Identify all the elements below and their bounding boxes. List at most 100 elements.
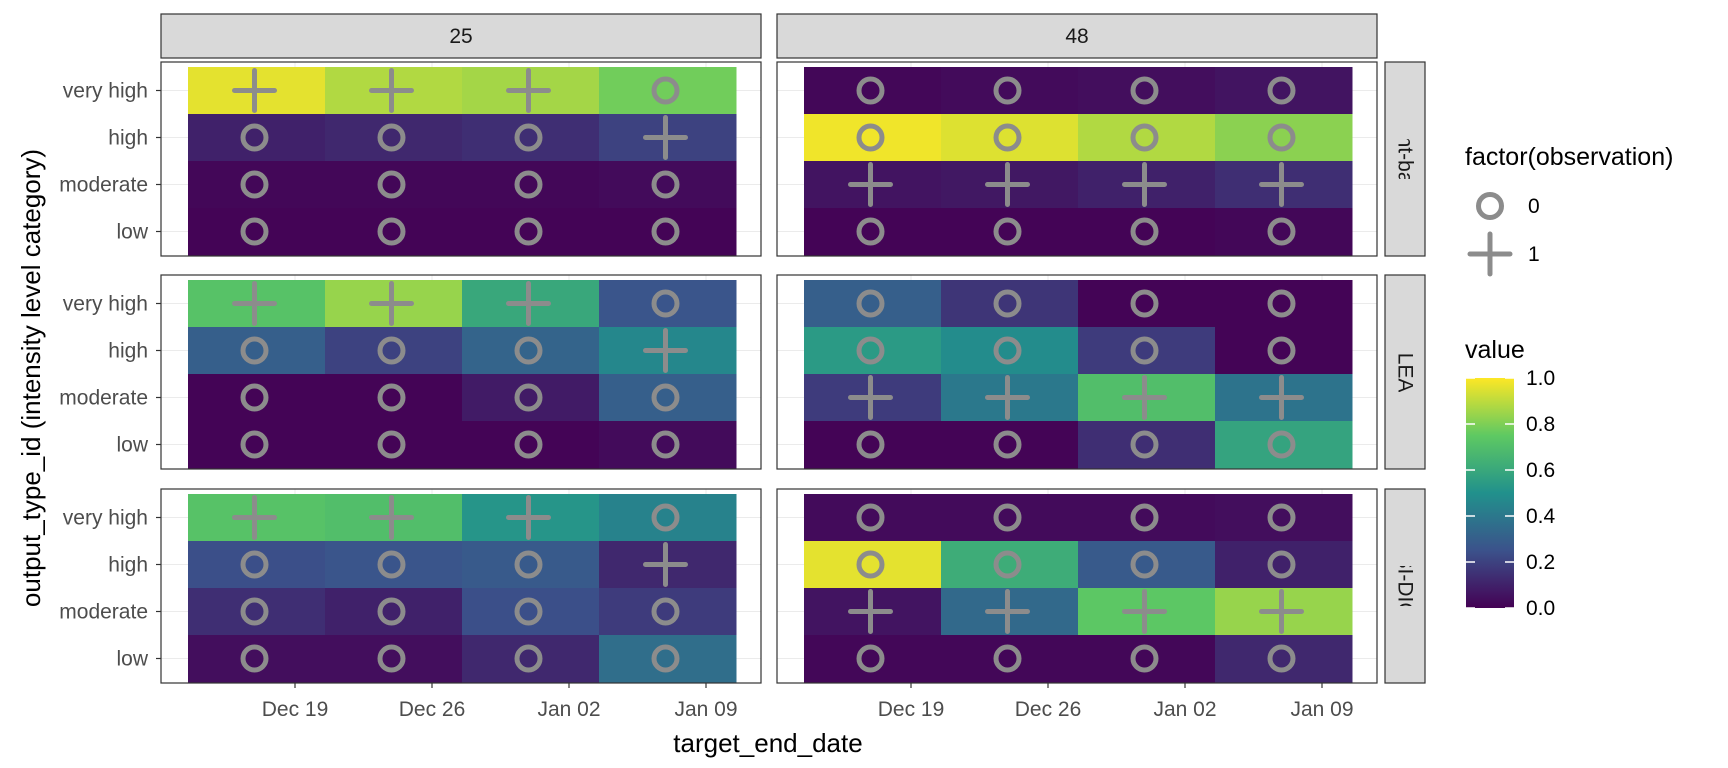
heatmap-cell (941, 635, 1079, 683)
circle-marker (856, 550, 885, 579)
heatmap-cell (1078, 114, 1216, 162)
heatmap-cell (1215, 114, 1353, 162)
circle-marker (856, 289, 885, 318)
panel-PSI-DICE-48: Dec 19 Dec 26 Jan 02 Jan 09 (776, 488, 1378, 721)
circle-marker (240, 123, 269, 152)
x-axis-title: target_end_date (673, 728, 862, 758)
colorbar-label: 1.0 (1526, 367, 1555, 390)
circle-marker (377, 123, 406, 152)
circle-marker (377, 597, 406, 626)
heatmap-cell (188, 541, 326, 589)
heatmap-cell (804, 280, 942, 328)
circle-marker (1130, 217, 1159, 246)
circle-marker (651, 383, 680, 412)
legend-label: 0 (1528, 195, 1540, 218)
heatmap-cell (804, 327, 942, 375)
heatmap-cell (599, 635, 737, 683)
circle-marker (1130, 430, 1159, 459)
plus-marker (985, 375, 1030, 420)
x-tick-label: Jan 02 (537, 698, 600, 721)
circle-marker (993, 430, 1022, 459)
plus-marker (232, 495, 277, 540)
circle-marker (1267, 217, 1296, 246)
heatmap-cell (941, 67, 1079, 115)
circle-marker (240, 336, 269, 365)
plus-marker (848, 375, 893, 420)
panel-border (160, 61, 762, 257)
circle-marker (377, 430, 406, 459)
panel-border (776, 274, 1378, 470)
circle-marker (514, 550, 543, 579)
circle-marker (377, 170, 406, 199)
circle-marker (1130, 550, 1159, 579)
circle-marker (856, 430, 885, 459)
circle-marker (993, 550, 1022, 579)
heatmap-cell (941, 208, 1079, 256)
heatmap-cell (188, 161, 326, 209)
x-tick-label: Dec 19 (262, 698, 329, 721)
heatmap-cell (1215, 494, 1353, 542)
x-tick-label: Dec 26 (1015, 698, 1082, 721)
strip-label: Flusight-baseline (1394, 80, 1417, 239)
heatmap-cell (941, 327, 1079, 375)
heatmap-cell (462, 588, 600, 636)
colorbar-label: 0.8 (1526, 413, 1555, 436)
circle-marker (1130, 76, 1159, 105)
heatmap-cell (188, 114, 326, 162)
strip-label: 25 (449, 25, 472, 48)
panel-border (160, 274, 762, 470)
circle-marker (377, 644, 406, 673)
heatmap-cell (325, 588, 463, 636)
circle-marker (651, 76, 680, 105)
heatmap-cell (1215, 635, 1353, 683)
circle-marker (651, 597, 680, 626)
heatmap-cell (1078, 327, 1216, 375)
circle-marker (377, 550, 406, 579)
panel-border (776, 488, 1378, 684)
circle-marker (1267, 503, 1296, 532)
y-tick-label: low (116, 221, 148, 244)
circle-marker (1267, 644, 1296, 673)
circle-marker (1130, 336, 1159, 365)
plus-marker (369, 68, 414, 113)
heatmap-cell (325, 208, 463, 256)
heatmap-cell (188, 421, 326, 469)
heatmap-cell (941, 494, 1079, 542)
heatmap-cell (1215, 208, 1353, 256)
plus-marker (1122, 589, 1167, 634)
circle-marker (514, 430, 543, 459)
heatmap-cell (1078, 541, 1216, 589)
legend-label: 1 (1528, 243, 1540, 266)
plus-marker (643, 328, 688, 373)
strip-bg (776, 13, 1378, 59)
circle-marker (1267, 289, 1296, 318)
circle-marker (1130, 644, 1159, 673)
circle-marker (856, 217, 885, 246)
y-tick-label: high (108, 554, 148, 577)
circle-marker (514, 383, 543, 412)
circle-marker (856, 123, 885, 152)
circle-marker (856, 336, 885, 365)
circle-marker (1130, 503, 1159, 532)
plus-marker (1259, 162, 1304, 207)
x-tick-label: Jan 09 (674, 698, 737, 721)
circle-marker (993, 289, 1022, 318)
panel-border (776, 61, 1378, 257)
circle-marker (651, 170, 680, 199)
heatmap-cell (599, 421, 737, 469)
strip-bg (1384, 488, 1426, 684)
heatmap-cell (325, 635, 463, 683)
heatmap-cell (188, 327, 326, 375)
x-tick-label: Jan 09 (1290, 698, 1353, 721)
panel-PSI-DICE-25: very high high moderate low Dec 19 Dec 26 Jan … (59, 488, 762, 721)
facet-strip-row-1: MOBS-GLEAM_FLUH (1384, 274, 1426, 470)
heatmap-cell (1215, 327, 1353, 375)
colorbar-label: 0.6 (1526, 459, 1555, 482)
circle-marker (651, 644, 680, 673)
circle-marker (377, 336, 406, 365)
x-tick-label: Jan 02 (1153, 698, 1216, 721)
x-tick-label: Dec 26 (399, 698, 466, 721)
circle-marker (651, 430, 680, 459)
heatmap-cell (462, 327, 600, 375)
circle-marker (651, 289, 680, 318)
